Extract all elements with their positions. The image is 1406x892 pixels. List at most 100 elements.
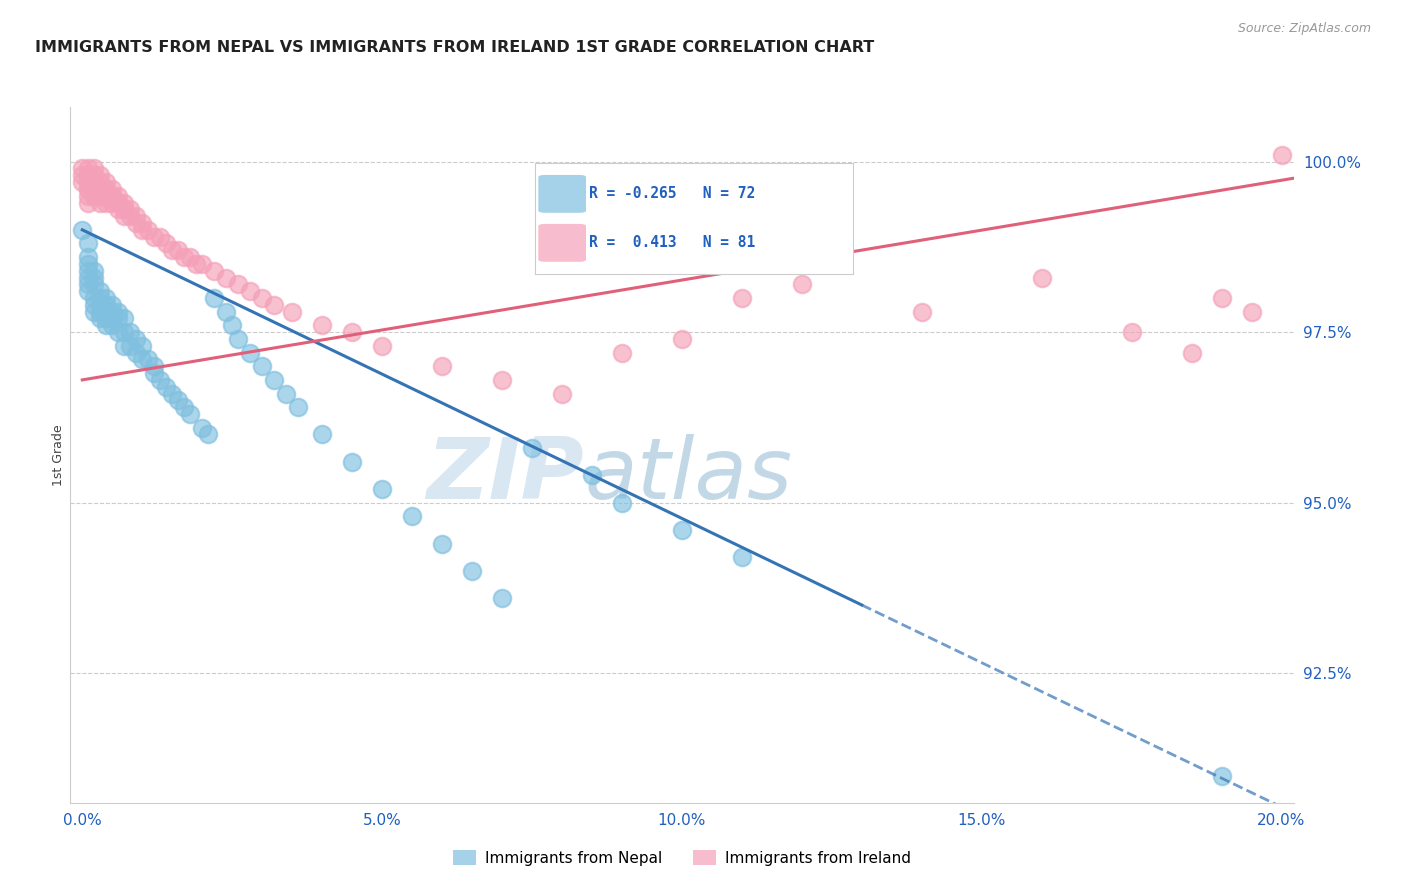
Point xyxy=(239,345,262,359)
Point xyxy=(1270,148,1292,162)
Point xyxy=(790,277,813,292)
Point xyxy=(179,250,201,264)
Point xyxy=(77,250,100,264)
Point xyxy=(112,311,135,326)
Point xyxy=(96,318,118,333)
Point xyxy=(77,236,100,251)
Point xyxy=(107,311,129,326)
Point xyxy=(107,195,129,210)
Point xyxy=(173,250,195,264)
Point xyxy=(77,175,100,189)
Point xyxy=(149,229,172,244)
Point xyxy=(191,420,214,434)
Text: Source: ZipAtlas.com: Source: ZipAtlas.com xyxy=(1237,22,1371,36)
Point xyxy=(83,298,105,312)
Point xyxy=(101,311,124,326)
Y-axis label: 1st Grade: 1st Grade xyxy=(52,424,65,486)
Point xyxy=(1211,291,1233,305)
Point xyxy=(671,523,693,537)
Point xyxy=(340,455,363,469)
Point xyxy=(1121,325,1143,339)
Point xyxy=(581,468,603,483)
Point xyxy=(77,182,100,196)
Point xyxy=(83,188,105,202)
Point xyxy=(430,536,453,550)
Point xyxy=(371,482,394,496)
Point xyxy=(89,298,111,312)
Point xyxy=(83,277,105,292)
Point xyxy=(731,550,754,565)
Point xyxy=(89,284,111,298)
Point xyxy=(107,304,129,318)
Point xyxy=(101,188,124,202)
Point xyxy=(401,509,423,524)
Point xyxy=(149,373,172,387)
Point xyxy=(101,182,124,196)
Point xyxy=(89,311,111,326)
Point xyxy=(610,496,633,510)
Point xyxy=(112,209,135,223)
Point xyxy=(77,257,100,271)
Point xyxy=(112,202,135,217)
Point xyxy=(89,195,111,210)
Text: ZIP: ZIP xyxy=(426,434,583,517)
Point xyxy=(72,175,94,189)
Legend: Immigrants from Nepal, Immigrants from Ireland: Immigrants from Nepal, Immigrants from I… xyxy=(447,844,917,871)
Point xyxy=(96,298,118,312)
Point xyxy=(72,168,94,182)
Point xyxy=(191,257,214,271)
Point xyxy=(83,304,105,318)
Point xyxy=(77,264,100,278)
Point xyxy=(96,188,118,202)
Point xyxy=(101,195,124,210)
Point xyxy=(287,400,309,414)
Point xyxy=(89,188,111,202)
Point xyxy=(197,427,219,442)
Point xyxy=(77,270,100,285)
Point xyxy=(226,277,249,292)
Point xyxy=(551,386,574,401)
Point xyxy=(101,298,124,312)
Point xyxy=(83,175,105,189)
Point xyxy=(96,188,118,202)
Point xyxy=(101,304,124,318)
Point xyxy=(143,229,166,244)
Point xyxy=(120,202,142,217)
Point xyxy=(107,325,129,339)
Point xyxy=(120,339,142,353)
Point xyxy=(263,373,285,387)
Point xyxy=(125,332,148,346)
Point xyxy=(143,359,166,374)
Point xyxy=(77,284,100,298)
Point xyxy=(72,223,94,237)
Point xyxy=(112,195,135,210)
Point xyxy=(202,264,225,278)
Point xyxy=(112,325,135,339)
Point xyxy=(1240,304,1263,318)
Point xyxy=(72,161,94,176)
Point xyxy=(131,339,153,353)
Point xyxy=(96,182,118,196)
Point xyxy=(131,223,153,237)
Point xyxy=(101,188,124,202)
Point xyxy=(1031,270,1053,285)
Point xyxy=(96,175,118,189)
Point xyxy=(155,236,177,251)
Point xyxy=(107,202,129,217)
Point xyxy=(276,386,298,401)
Point xyxy=(186,257,208,271)
Point xyxy=(250,291,273,305)
Text: atlas: atlas xyxy=(583,434,792,517)
Point xyxy=(77,168,100,182)
Point xyxy=(125,209,148,223)
Point xyxy=(125,216,148,230)
Point xyxy=(173,400,195,414)
Point xyxy=(77,161,100,176)
Point xyxy=(89,291,111,305)
Point xyxy=(101,318,124,333)
Point xyxy=(77,175,100,189)
Point xyxy=(221,318,243,333)
Point xyxy=(125,345,148,359)
Point xyxy=(311,427,333,442)
Point xyxy=(112,339,135,353)
